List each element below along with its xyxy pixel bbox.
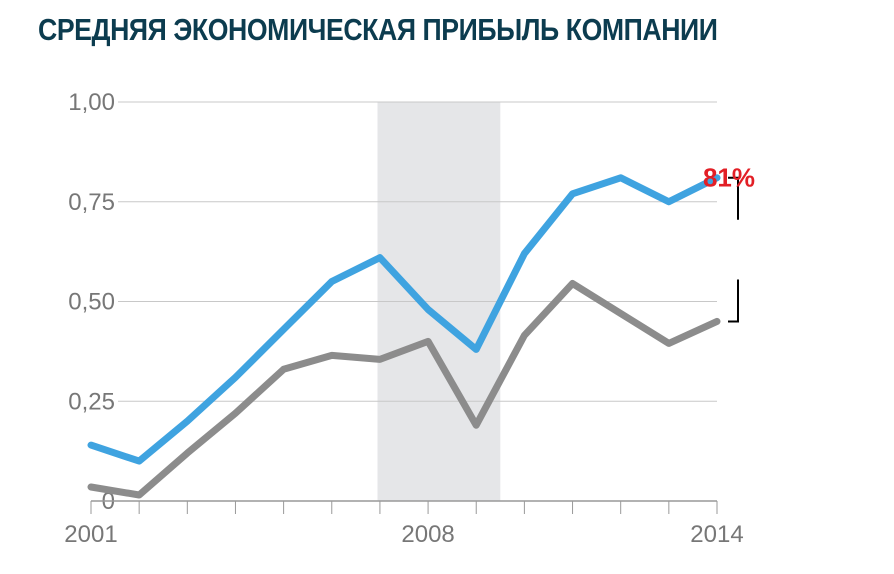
y-axis-tick-labels: 00,250,500,751,00 (68, 89, 115, 515)
x-axis: 2001 2008 2014 (64, 500, 744, 548)
annotation-bracket (728, 176, 739, 323)
y-tick-label: 0,25 (68, 388, 115, 415)
x-tick-label: 2014 (690, 521, 743, 548)
annotation-label: 81% (703, 163, 755, 193)
x-tick-label: 2008 (401, 521, 454, 548)
gridlines-layer (118, 101, 717, 402)
y-tick-label: 1,00 (68, 89, 115, 116)
annotation-layer: 81% (703, 163, 755, 323)
chart-title: СРЕДНЯЯ ЭКОНОМИЧЕСКАЯ ПРИБЫЛЬ КОМПАНИИ (38, 12, 718, 47)
series-line-top (87, 174, 721, 465)
y-tick-label: 0,75 (68, 189, 115, 216)
series-layer (87, 174, 721, 499)
series-line-bottom (87, 280, 721, 499)
x-tick-label: 2001 (64, 521, 117, 548)
y-tick-label: 0,50 (68, 289, 115, 316)
